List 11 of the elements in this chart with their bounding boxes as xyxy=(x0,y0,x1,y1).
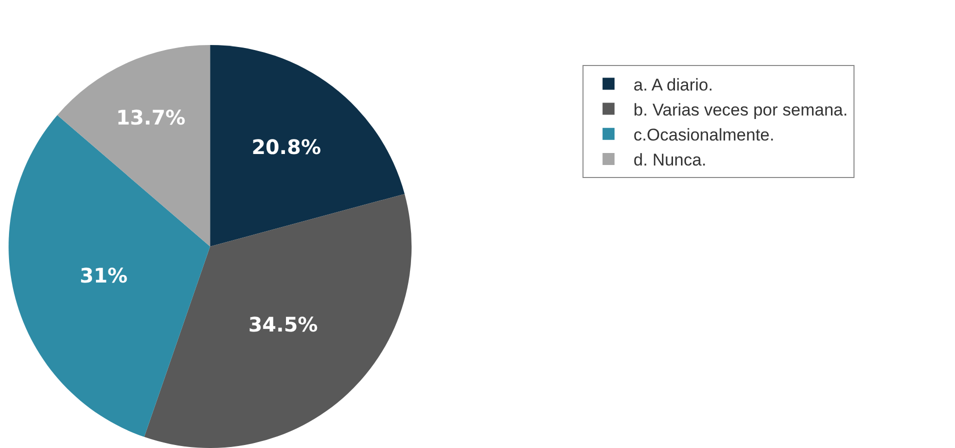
pie-slice xyxy=(210,45,405,246)
data-label: 13.7% xyxy=(116,105,186,130)
pie-slice xyxy=(144,194,412,448)
data-label: 31% xyxy=(80,263,128,288)
legend-label: b. Varias veces por semana. xyxy=(634,100,848,120)
data-label: 20.8% xyxy=(252,135,321,159)
legend-label: a. A diario. xyxy=(634,75,713,94)
legend-label: d. Nunca. xyxy=(634,150,706,170)
legend-label: c.Ocasionalmente. xyxy=(634,126,774,145)
data-label: 34.5% xyxy=(248,312,318,337)
pie-slice xyxy=(57,45,210,246)
